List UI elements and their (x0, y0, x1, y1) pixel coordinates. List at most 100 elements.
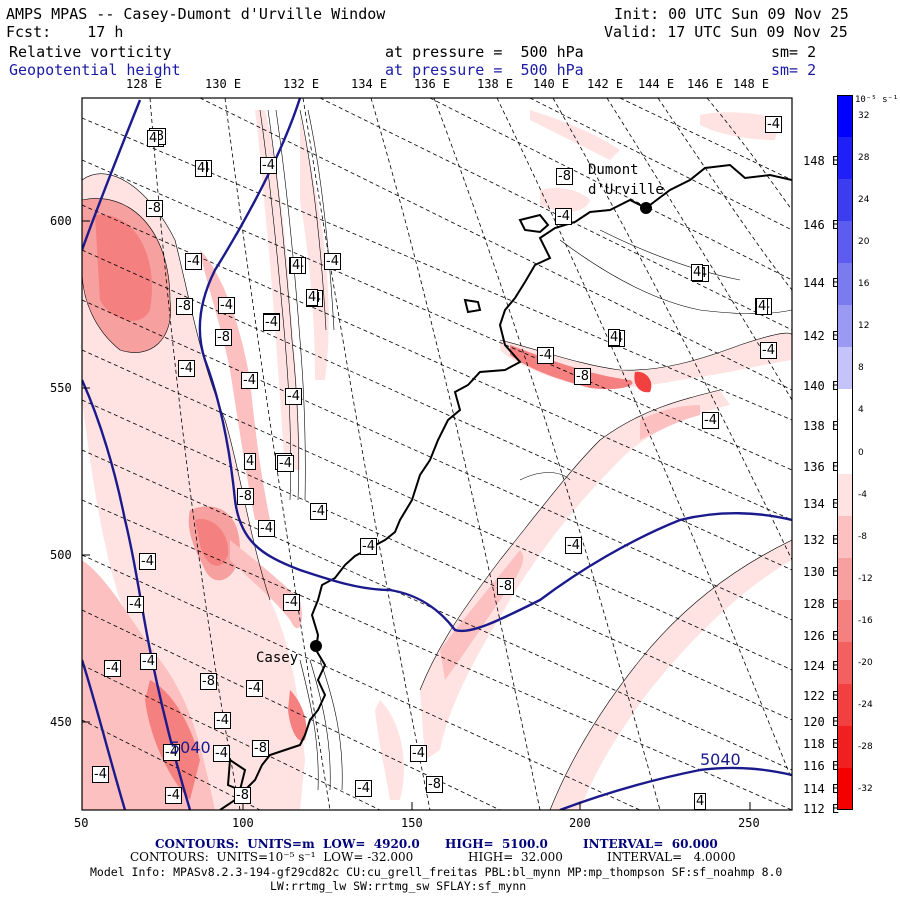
vorticity-contour-label: 4 (608, 329, 621, 346)
x-axis-label: 50 (74, 816, 89, 830)
vorticity-contour-label: -8 (215, 329, 232, 346)
colorbar-segment (837, 599, 853, 643)
vorticity-contour-label: -8 (146, 200, 163, 217)
top-lon-label: 140 E (533, 77, 570, 91)
field1-level: at pressure = 500 hPa (385, 43, 584, 61)
height-contour-high: HIGH= 5100.0 (445, 837, 548, 851)
x-axis-label: 200 (569, 816, 591, 830)
colorbar-segment (837, 137, 853, 180)
height-label: 5040 (170, 738, 211, 757)
vorticity-contour-label: -4 (258, 520, 275, 537)
height-contour-info: CONTOURS: UNITS=m LOW= 4920.0 (155, 837, 420, 851)
vorticity-contour-label: -4 (165, 787, 182, 804)
top-lon-label: 136 E (414, 77, 451, 91)
vorticity-contour-interval: INTERVAL= 4.0000 (607, 850, 736, 864)
colorbar-segment (837, 389, 853, 432)
vorticity-contour-label: -8 (234, 787, 251, 804)
vorticity-contour-label: -4 (702, 412, 719, 429)
right-lon-label: 144 E (803, 276, 840, 290)
y-axis-label: 550 (50, 381, 72, 395)
vorticity-contour-high: HIGH= 32.000 (468, 850, 563, 864)
x-axis-label: 100 (232, 816, 254, 830)
right-lon-label: 134 E (803, 497, 840, 511)
vorticity-contour-label: -4 (765, 116, 782, 133)
casey-label: Casey (256, 650, 299, 666)
vorticity-contour-label: -8 (252, 740, 269, 757)
right-lon-label: 114 E (803, 782, 840, 796)
top-lon-label: 148 E (733, 77, 770, 91)
colorbar-unit: 10⁻⁵ s⁻¹ (855, 95, 899, 105)
colorbar-label: -20 (858, 657, 873, 668)
vorticity-contour-label: -4 (310, 503, 327, 520)
forecast-hour: Fcst: 17 h (6, 23, 124, 41)
vorticity-contour-label: -4 (241, 372, 258, 389)
vorticity-contour-label: 4 (694, 793, 707, 810)
right-lon-label: 138 E (803, 419, 840, 433)
vorticity-contour-label: -4 (127, 596, 144, 613)
init-time: Init: 00 UTC Sun 09 Nov 25 (614, 5, 849, 23)
field2-smoothing: sm= 2 (771, 61, 817, 79)
right-lon-label: 142 E (803, 329, 840, 343)
dumont-durville-marker[interactable] (640, 202, 652, 214)
colorbar-segment (837, 683, 853, 727)
vorticity-contour-label: -4 (260, 157, 277, 174)
top-lon-label: 144 E (638, 77, 675, 91)
vorticity-contour-label: 4 (756, 298, 769, 315)
vorticity-contour-label: 4 (244, 453, 257, 470)
right-lon-label: 126 E (803, 629, 840, 643)
field1-name: Relative vorticity (9, 43, 172, 61)
vorticity-contour-label: -8 (574, 368, 591, 385)
casey-marker[interactable] (310, 640, 322, 652)
vorticity-contour-label: -4 (360, 538, 377, 555)
vorticity-contour-label: 4 (195, 160, 208, 177)
vorticity-contour-label: -4 (213, 745, 230, 762)
valid-time: Valid: 17 UTC Sun 09 Nov 25 (604, 23, 848, 41)
colorbar-segment (837, 641, 853, 685)
colorbar-label: -24 (858, 699, 873, 710)
colorbar-label: 4 (858, 405, 864, 416)
model-physics: LW:rrtmg_lw SW:rrtmg_sw SFLAY:sf_mynn (270, 879, 527, 893)
vorticity-contour-label: -4 (277, 455, 294, 472)
right-lon-label: 132 E (803, 533, 840, 547)
right-lon-label: 122 E (803, 689, 840, 703)
right-lon-label: 130 E (803, 565, 840, 579)
colorbar-segment (837, 95, 853, 138)
vorticity-shading (82, 110, 792, 810)
vorticity-contour-label: -8 (237, 488, 254, 505)
y-axis-label: 500 (50, 548, 72, 562)
vorticity-contour-label: -4 (355, 780, 372, 797)
colorbar-segment (837, 473, 853, 517)
colorbar-segment (837, 347, 853, 390)
height-contours (82, 98, 792, 810)
vorticity-contour-label: -4 (283, 594, 300, 611)
colorbar-label: 32 (858, 111, 870, 122)
colorbar-frame (837, 95, 853, 810)
colorbar-label: -12 (858, 573, 873, 584)
vorticity-contour-label: -4 (760, 342, 777, 359)
right-lon-label: 120 E (803, 715, 840, 729)
right-lon-label: 148 E (803, 154, 840, 168)
colorbar-segment (837, 431, 853, 475)
dumont-durville-label: Dumont d'Urville (588, 162, 664, 198)
colorbar-label: 0 (858, 447, 864, 458)
vorticity-contour-info: CONTOURS: UNITS=10⁻⁵ s⁻¹ LOW= -32.000 (130, 850, 414, 864)
map-title: AMPS MPAS -- Casey-Dumont d'Urville Wind… (6, 5, 386, 23)
colorbar-segment (837, 515, 853, 559)
top-lon-label: 128 E (126, 77, 163, 91)
colorbar-label: -28 (858, 741, 873, 752)
x-axis-label: 150 (401, 816, 423, 830)
right-lon-label: 124 E (803, 659, 840, 673)
colorbar-segment (837, 221, 853, 264)
right-lon-label: 116 E (803, 759, 840, 773)
vorticity-contour-label: 4 (290, 257, 303, 274)
vorticity-contour-label: -8 (556, 168, 573, 185)
vorticity-contour-label: -4 (285, 388, 302, 405)
axis-ticks (81, 220, 751, 810)
colorbar-segment (837, 305, 853, 348)
stations (310, 202, 652, 652)
top-lon-label: 134 E (351, 77, 388, 91)
colorbar-label: -8 (858, 531, 867, 542)
colorbar-label: 12 (858, 321, 870, 332)
vorticity-contour-label: -4 (104, 660, 121, 677)
y-axis-label: 450 (50, 715, 72, 729)
